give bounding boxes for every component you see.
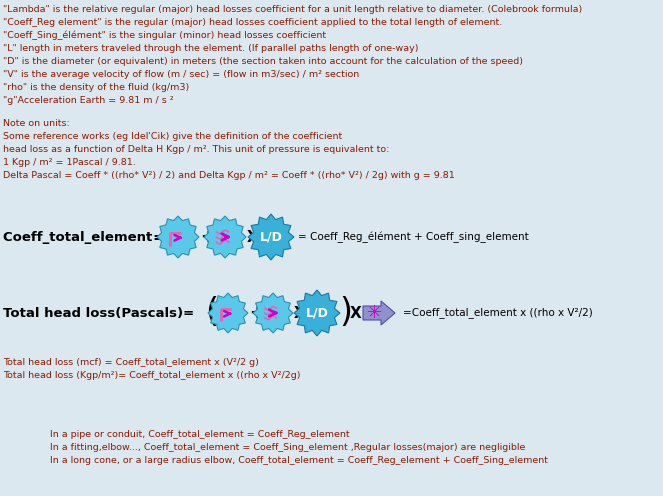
- Text: Total head loss (Kgp/m²)= Coeff_total_element x ((rho x V²/2g): Total head loss (Kgp/m²)= Coeff_total_el…: [3, 371, 300, 380]
- Text: L/D: L/D: [306, 307, 328, 319]
- Text: Total head loss(Pascals)=: Total head loss(Pascals)=: [3, 307, 194, 319]
- Text: "D" is the diameter (or equivalent) in meters (the section taken into account fo: "D" is the diameter (or equivalent) in m…: [3, 57, 523, 66]
- Polygon shape: [248, 214, 294, 260]
- Text: =: =: [152, 230, 164, 245]
- Text: 1 Kgp / m² = 1Pascal / 9.81.: 1 Kgp / m² = 1Pascal / 9.81.: [3, 158, 136, 167]
- Text: =Coeff_total_element x ((rho x V²/2): =Coeff_total_element x ((rho x V²/2): [403, 308, 593, 318]
- Text: "g"Acceleration Earth = 9.81 m / s ²: "g"Acceleration Earth = 9.81 m / s ²: [3, 96, 174, 105]
- Text: Coeff_total_element =: Coeff_total_element =: [3, 231, 168, 244]
- Text: L/D: L/D: [259, 231, 282, 244]
- Text: Total head loss (mcf) = Coeff_total_element x (V²/2 g): Total head loss (mcf) = Coeff_total_elem…: [3, 358, 259, 367]
- Text: "Lambda" is the relative regular (major) head losses coefficient for a unit leng: "Lambda" is the relative regular (major)…: [3, 5, 582, 14]
- Text: = Coeff_Reg_élément + Coeff_sing_element: = Coeff_Reg_élément + Coeff_sing_element: [298, 231, 529, 243]
- Polygon shape: [208, 293, 248, 333]
- Text: X: X: [247, 230, 259, 245]
- Text: "L" length in meters traveled through the element. (If parallel paths length of : "L" length in meters traveled through th…: [3, 44, 418, 53]
- Text: In a pipe or conduit, Coeff_total_element = Coeff_Reg_element: In a pipe or conduit, Coeff_total_elemen…: [50, 430, 349, 439]
- Text: X: X: [294, 306, 306, 320]
- Text: ✳: ✳: [367, 304, 383, 322]
- Text: Delta Pascal = Coeff * ((rho* V²) / 2) and Delta Kgp / m² = Coeff * ((rho* V²) /: Delta Pascal = Coeff * ((rho* V²) / 2) a…: [3, 171, 455, 180]
- Polygon shape: [204, 216, 246, 258]
- Polygon shape: [253, 293, 293, 333]
- Text: "rho" is the density of the fluid (kg/m3): "rho" is the density of the fluid (kg/m3…: [3, 83, 189, 92]
- Text: X: X: [350, 306, 362, 320]
- Text: ): ): [339, 297, 352, 329]
- Text: Some reference works (eg Idel'Cik) give the definition of the coefficient: Some reference works (eg Idel'Cik) give …: [3, 132, 342, 141]
- Polygon shape: [294, 290, 340, 336]
- Text: "V" is the average velocity of flow (m / sec) = (flow in m3/sec) / m² section: "V" is the average velocity of flow (m /…: [3, 70, 359, 79]
- Text: head loss as a function of Delta H Kgp / m². This unit of pressure is equivalent: head loss as a function of Delta H Kgp /…: [3, 145, 389, 154]
- Text: (: (: [205, 297, 218, 329]
- Text: In a fitting,elbow..., Coeff_total_element = Coeff_Sing_element ,Regular losses(: In a fitting,elbow..., Coeff_total_eleme…: [50, 443, 525, 452]
- Text: "Coeff_Reg element" is the regular (major) head losses coefficient applied to th: "Coeff_Reg element" is the regular (majo…: [3, 18, 503, 27]
- Polygon shape: [157, 216, 199, 258]
- FancyArrow shape: [363, 301, 395, 325]
- Text: Note on units:: Note on units:: [3, 119, 70, 128]
- Text: "Coeff_Sing_élément" is the singular (minor) head losses coefficient: "Coeff_Sing_élément" is the singular (mi…: [3, 31, 326, 41]
- Text: In a long cone, or a large radius elbow, Coeff_total_element = Coeff_Reg_element: In a long cone, or a large radius elbow,…: [50, 456, 548, 465]
- Text: +: +: [200, 228, 215, 246]
- Text: +: +: [249, 304, 264, 322]
